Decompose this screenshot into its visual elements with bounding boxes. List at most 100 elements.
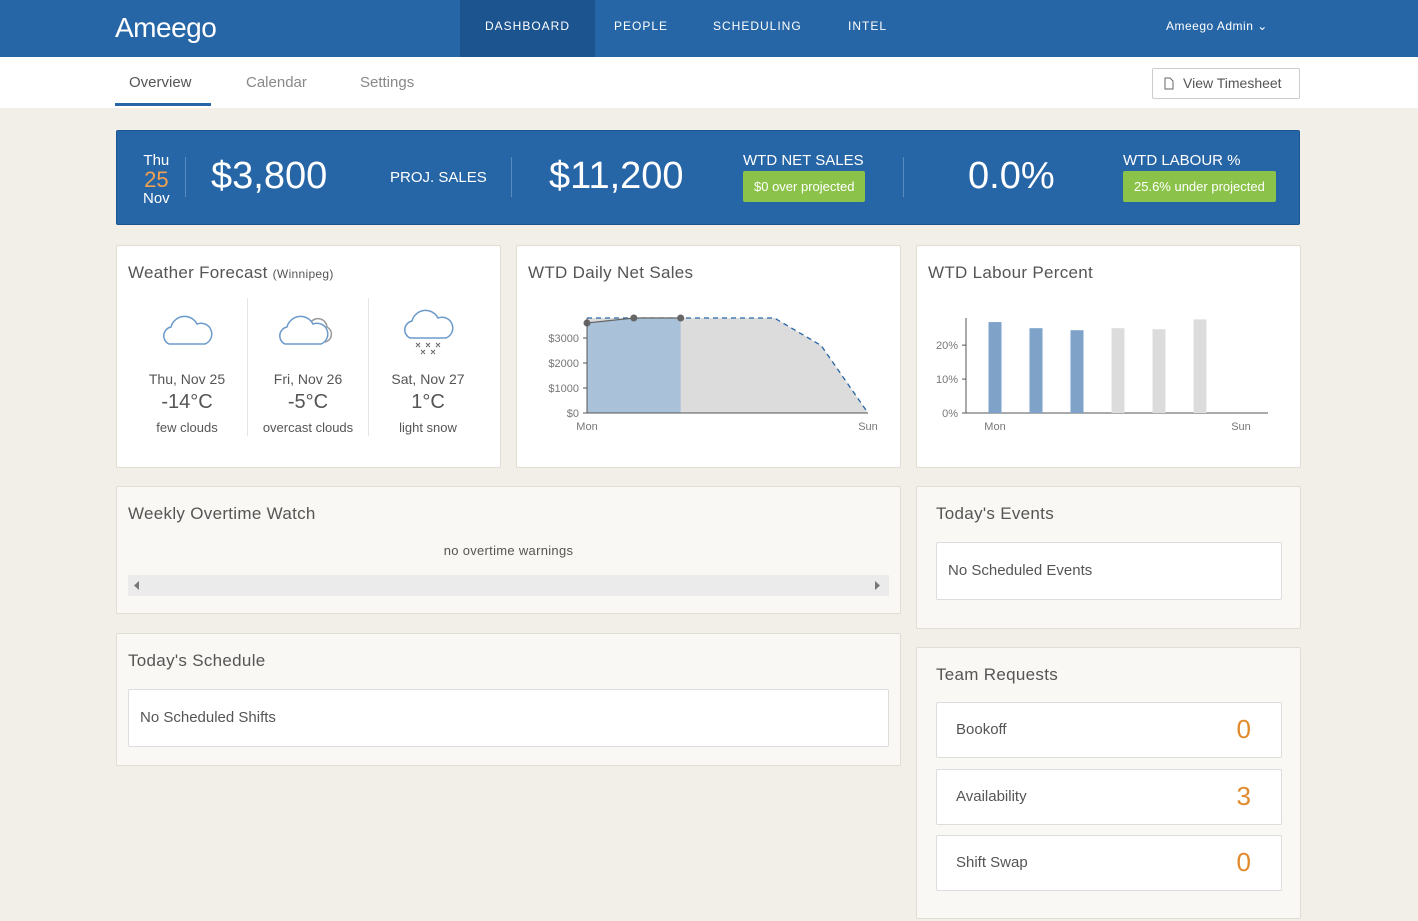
scroll-right[interactable] xyxy=(875,581,881,590)
bar xyxy=(1152,329,1166,413)
labour-card: WTD Labour Percent 0% 10% 20% Mon Sun xyxy=(916,245,1301,468)
bar xyxy=(1193,319,1207,413)
snow-icon xyxy=(404,309,454,355)
bar xyxy=(1111,328,1125,413)
request-count: 0 xyxy=(1236,847,1251,877)
divider xyxy=(903,157,904,197)
weather-desc: overcast clouds xyxy=(262,420,354,435)
user-menu[interactable]: Ameego Admin ⌄ xyxy=(1166,19,1268,33)
clouds-icon xyxy=(279,315,333,345)
request-label: Availability xyxy=(956,787,1027,805)
x-tick-label: Mon xyxy=(984,421,1005,433)
labour-chart: 0% 10% 20% Mon Sun xyxy=(936,318,1268,433)
request-row[interactable]: Availability 3 xyxy=(936,768,1282,825)
card-title: Weather Forecast (Winnipeg) xyxy=(128,263,334,283)
weather-temp: 1°C xyxy=(411,391,445,413)
scroll-left[interactable] xyxy=(134,581,140,590)
weather-location: (Winnipeg) xyxy=(272,267,334,281)
sales-chart: $0 $1000 $2000 $3000 Mon Sun xyxy=(548,314,878,433)
nav-item[interactable]: SCHEDULING xyxy=(713,19,802,33)
overtime-card: Weekly Overtime Watch no overtime warnin… xyxy=(116,486,901,614)
divider xyxy=(511,157,512,197)
net-sales-badge: $0 over projected xyxy=(743,171,866,202)
sub-nav: Overview Calendar Settings View Timesheet xyxy=(0,57,1418,108)
labour-badge: 25.6% under projected xyxy=(1123,171,1276,202)
overtime-message: no overtime warnings xyxy=(443,543,574,558)
tab[interactable]: Calendar xyxy=(246,74,307,91)
y-tick-label: $0 xyxy=(567,408,579,420)
weather-title: Weather Forecast xyxy=(128,263,268,282)
bar xyxy=(1029,328,1043,413)
proj-sales-label: PROJ. SALES xyxy=(390,169,487,186)
nav-item[interactable]: INTEL xyxy=(848,19,888,33)
request-label: Shift Swap xyxy=(956,854,1028,871)
date-block: Thu 25 Nov xyxy=(143,151,170,208)
user-name[interactable]: Ameego Admin xyxy=(1166,19,1254,33)
requests-card: Team Requests Bookoff 0 Availability 3 Shift… xyxy=(916,647,1301,919)
doc-icon xyxy=(1164,77,1174,90)
month: Nov xyxy=(143,190,170,207)
y-tick-label: $1000 xyxy=(548,383,579,395)
date: 25 xyxy=(144,167,169,192)
x-tick-label: Sun xyxy=(858,421,878,433)
schedule-message: No Scheduled Shifts xyxy=(140,709,276,726)
weather-temp: -5°C xyxy=(287,391,329,413)
card-title: WTD Labour Percent xyxy=(928,263,1094,282)
events-box: No Scheduled Events xyxy=(936,542,1282,600)
labour: 0.0% xyxy=(968,155,1055,197)
view-timesheet-button[interactable]: View Timesheet xyxy=(1152,68,1300,99)
weather-day: Sat, Nov 27 1°C light snow xyxy=(368,298,488,435)
y-tick-label: $2000 xyxy=(548,358,579,370)
weather-day: Thu, Nov 25 -14°C few clouds xyxy=(127,298,247,435)
day: Thu xyxy=(143,152,170,169)
card-title: Today's Events xyxy=(936,504,1055,523)
logo[interactable]: Ameego xyxy=(115,12,217,43)
bar xyxy=(988,322,1002,413)
nav-item[interactable]: PEOPLE xyxy=(614,19,669,33)
y-tick-label: 20% xyxy=(936,340,958,352)
top-bar: Ameego DASHBOARD PEOPLE SCHEDULING INTEL Am… xyxy=(0,0,1418,57)
divider xyxy=(368,298,369,436)
weather-date: Thu, Nov 25 xyxy=(148,371,226,387)
schedule-box: No Scheduled Shifts xyxy=(128,689,889,747)
card-title: WTD Daily Net Sales xyxy=(528,263,694,282)
card-title: Team Requests xyxy=(936,665,1059,684)
card-title: Weekly Overtime Watch xyxy=(128,504,316,523)
labour-label: WTD LABOUR % xyxy=(1123,152,1241,169)
events-message: No Scheduled Events xyxy=(948,562,1093,579)
weather-card: Weather Forecast (Winnipeg) Thu, Nov 25 … xyxy=(116,245,501,468)
net-sales: $11,200 xyxy=(549,155,684,197)
proj-sales: $3,800 xyxy=(211,155,328,197)
point xyxy=(630,314,638,322)
x-tick-label: Sun xyxy=(1231,421,1251,433)
request-count: 3 xyxy=(1236,780,1251,811)
divider xyxy=(185,157,186,197)
tab[interactable]: Overview xyxy=(129,74,192,91)
weather-desc: light snow xyxy=(399,420,457,435)
weather-date: Sat, Nov 27 xyxy=(391,371,465,387)
button-label[interactable]: View Timesheet xyxy=(1183,75,1282,91)
schedule-card: Today's Schedule No Scheduled Shifts xyxy=(116,633,901,766)
request-count: 0 xyxy=(1236,714,1251,744)
banner: Thu 25 Nov $3,800 PROJ. SALES $11,200 WT… xyxy=(116,130,1300,225)
net-sales-label: WTD NET SALES xyxy=(743,152,864,169)
point xyxy=(677,314,685,322)
card-title: Today's Schedule xyxy=(128,651,266,670)
weather-desc: few clouds xyxy=(156,420,218,435)
request-row[interactable]: Shift Swap 0 xyxy=(936,835,1282,891)
weather-date: Fri, Nov 26 xyxy=(273,371,343,387)
bar xyxy=(1070,330,1084,413)
nav-item[interactable]: DASHBOARD xyxy=(460,0,596,57)
y-tick-label: $3000 xyxy=(548,333,579,345)
x-tick-label: Mon xyxy=(576,421,597,433)
tab[interactable]: Settings xyxy=(360,74,415,91)
weather-temp: -14°C xyxy=(161,391,213,413)
divider xyxy=(247,298,248,436)
request-row[interactable]: Bookoff 0 xyxy=(936,702,1282,758)
scrollbar[interactable] xyxy=(128,575,889,596)
weather-day: Fri, Nov 26 -5°C overcast clouds xyxy=(248,298,368,435)
events-card: Today's Events No Scheduled Events xyxy=(916,486,1301,629)
tab-underline xyxy=(115,103,211,106)
area xyxy=(587,318,681,413)
